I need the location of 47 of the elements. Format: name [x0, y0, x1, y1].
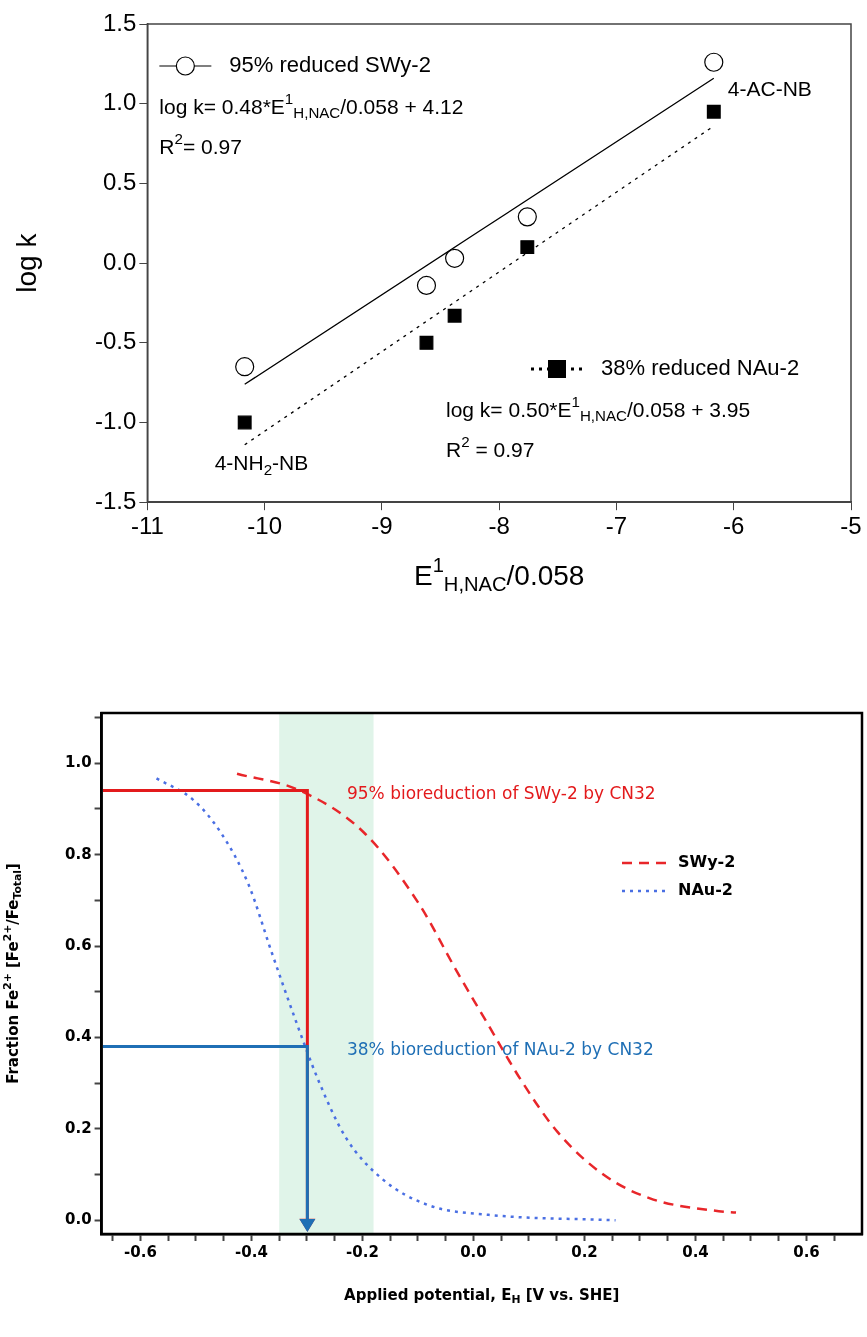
y-tick-label: 0.6: [64, 935, 92, 954]
point: [416, 275, 437, 296]
y-tick-label: -1.5: [95, 486, 137, 514]
point: [447, 308, 462, 323]
y-tick-label: 0.8: [64, 844, 92, 863]
legend-label: 95% reduced SWy-2: [229, 52, 431, 78]
point: [419, 335, 434, 350]
point: [445, 248, 465, 268]
x-tick-label: -11: [130, 512, 164, 540]
legend-label: NAu-2: [678, 880, 733, 900]
y-tick-label: 0.5: [102, 168, 137, 196]
point: [704, 52, 724, 72]
x-tick-label: 0.0: [460, 1242, 487, 1261]
y-axis-title: Fraction Fe2+ [Fe2+/FeTotal]: [0, 863, 25, 1084]
y-tick-label: -1.0: [95, 407, 137, 435]
x-tick-label: -8: [488, 512, 510, 540]
x-tick-label: 0.4: [682, 1242, 709, 1261]
x-tick-label: -10: [247, 512, 282, 540]
point: [517, 207, 537, 227]
x-tick-label: -0.2: [346, 1242, 379, 1261]
y-tick-label: 0.2: [64, 1118, 92, 1137]
x-tick-label: -6: [723, 512, 745, 540]
annotation: 4-AC-NB: [727, 77, 812, 101]
annotation: 38% bioreduction of NAu-2 by CN32: [346, 1039, 654, 1060]
x-tick-label: -0.4: [235, 1242, 268, 1261]
legend-label: SWy-2: [678, 852, 736, 872]
x-tick-label: -0.6: [124, 1242, 157, 1261]
legend-label: 38% reduced NAu-2: [601, 355, 800, 381]
y-tick-label: 0.0: [64, 1210, 92, 1229]
y-tick-label: 1.5: [102, 8, 137, 36]
x-tick-label: -9: [371, 512, 393, 540]
line-series: [235, 772, 738, 1214]
x-tick-label: -7: [605, 512, 628, 540]
y-tick-label: 1.0: [64, 753, 92, 772]
y-tick-label: 0.0: [102, 247, 137, 275]
point: [237, 415, 252, 430]
y-tick-label: 1.0: [102, 88, 137, 116]
point: [235, 357, 255, 377]
x-tick-label: -5: [840, 512, 862, 540]
annotation: 95% bioreduction of SWy-2 by CN32: [346, 783, 656, 804]
y-tick-label: -0.5: [95, 327, 137, 355]
point: [706, 104, 721, 119]
point: [520, 240, 535, 255]
y-axis-title: log k: [10, 232, 42, 293]
x-tick-label: 0.2: [571, 1242, 598, 1261]
x-tick-label: 0.6: [793, 1242, 820, 1261]
y-tick-label: 0.4: [64, 1027, 92, 1046]
